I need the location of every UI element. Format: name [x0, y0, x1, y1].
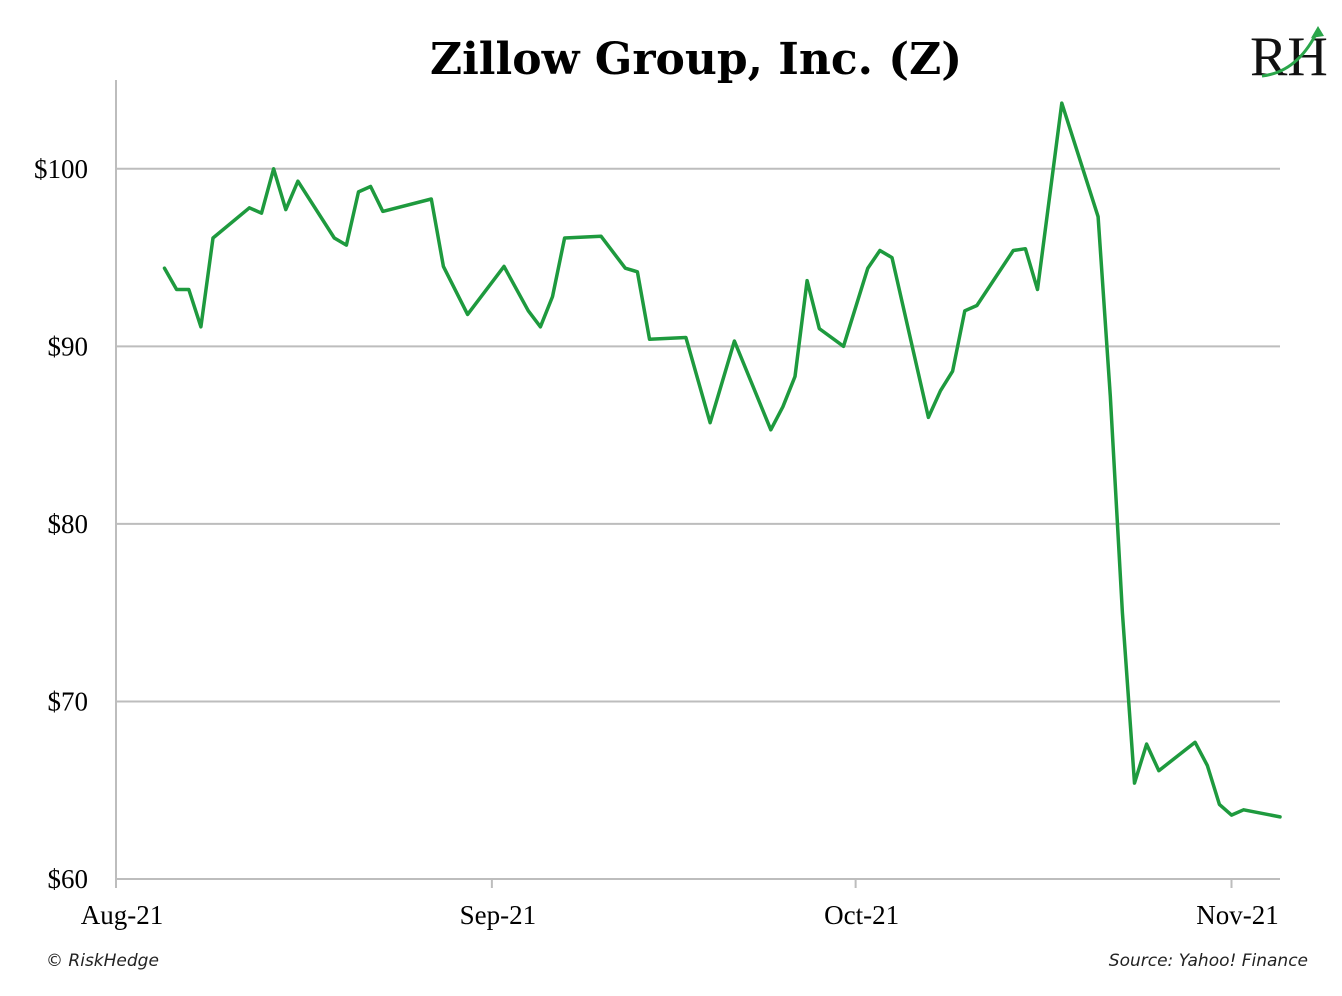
chart-title: Zillow Group, Inc. (Z): [430, 34, 962, 85]
y-tick-label: $80: [48, 509, 89, 539]
source-text: Source: Yahoo! Finance: [1109, 951, 1308, 971]
y-tick-label: $100: [34, 154, 88, 184]
gridlines: [116, 167, 1280, 703]
x-tick-label: Aug-21: [81, 900, 164, 930]
y-tick-labels: $60 $70 $80 $90 $100: [34, 154, 88, 894]
x-tick-labels: Aug-21 Sep-21 Oct-21 Nov-21: [81, 900, 1279, 930]
x-tick-label: Nov-21: [1196, 900, 1279, 930]
x-tick-label: Sep-21: [460, 900, 537, 930]
copyright-text: © RiskHedge: [46, 951, 159, 971]
axes: [115, 80, 1280, 888]
price-series: [162, 101, 1282, 819]
riskhedge-logo: RH: [1250, 26, 1328, 88]
x-tick-label: Oct-21: [824, 900, 899, 930]
logo-arrowhead-icon: [1311, 26, 1324, 38]
y-tick-label: $70: [48, 686, 89, 716]
y-tick-label: $60: [48, 864, 89, 894]
y-tick-label: $90: [48, 331, 89, 361]
price-line: [162, 101, 1282, 819]
